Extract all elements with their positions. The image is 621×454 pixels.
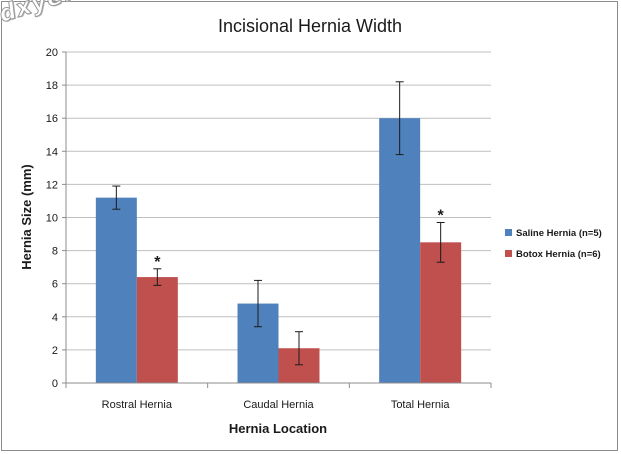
legend-label: Saline Hernia (n=5) bbox=[516, 228, 602, 239]
y-tick-label: 18 bbox=[46, 80, 58, 92]
y-tick-label: 2 bbox=[52, 345, 58, 357]
chart-title: Incisional Hernia Width bbox=[218, 16, 402, 36]
significance-marker: * bbox=[154, 254, 161, 271]
y-tick-label: 6 bbox=[52, 279, 58, 291]
y-tick-label: 8 bbox=[52, 246, 58, 258]
y-tick-label: 16 bbox=[46, 113, 58, 125]
bar bbox=[379, 118, 421, 383]
x-axis-label: Hernia Location bbox=[229, 421, 327, 436]
bar bbox=[136, 277, 178, 383]
significance-marker: * bbox=[438, 207, 445, 224]
legend-swatch bbox=[505, 229, 512, 236]
bar-series: ** bbox=[95, 81, 462, 383]
bar bbox=[95, 197, 137, 383]
y-tick-label: 14 bbox=[46, 146, 58, 158]
y-tick-label: 10 bbox=[46, 213, 58, 225]
legend-swatch bbox=[505, 250, 512, 257]
y-tick-label: 12 bbox=[46, 179, 58, 191]
legend-label: Botox Hernia (n=6) bbox=[516, 249, 601, 260]
y-axis-label: Hernia Size (mm) bbox=[19, 164, 34, 269]
y-axis-ticks: 0 2 4 6 8 10 12 14 16 18 20 bbox=[46, 47, 66, 390]
y-tick-label: 20 bbox=[46, 47, 58, 59]
y-tick-label: 0 bbox=[52, 378, 58, 390]
x-category-label: Rostral Hernia bbox=[102, 399, 173, 411]
x-category-label: Caudal Hernia bbox=[243, 399, 314, 411]
legend: Saline Hernia (n=5) Botox Hernia (n=6) bbox=[505, 228, 602, 260]
bar bbox=[420, 242, 462, 383]
y-tick-label: 4 bbox=[52, 312, 58, 324]
x-category-label: Total Hernia bbox=[391, 399, 451, 411]
x-axis-categories: Rostral Hernia Caudal Hernia Total Hernia bbox=[65, 383, 492, 411]
